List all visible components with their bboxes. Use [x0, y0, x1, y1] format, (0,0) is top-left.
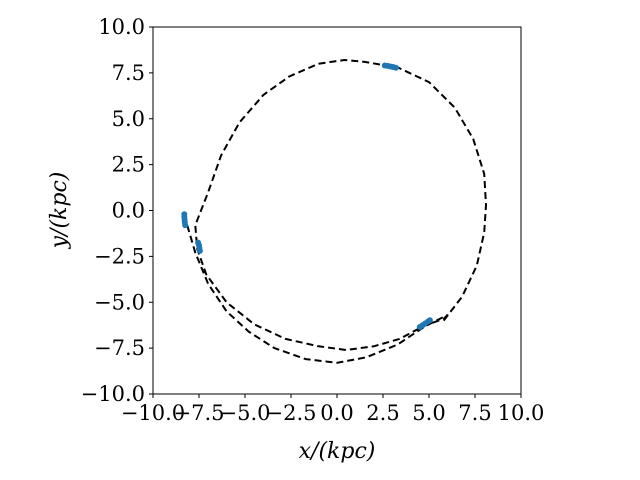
- plot-area: [181, 59, 487, 364]
- y-axis-label: y/(kpc): [47, 172, 72, 250]
- y-tick-label: 7.5: [112, 61, 145, 85]
- y-tick-label: 10.0: [98, 15, 145, 39]
- scatter-point-cluster-1-5: [392, 64, 399, 71]
- scatter-point-cluster-4-5: [426, 317, 433, 324]
- x-tick-label: −2.5: [266, 401, 317, 425]
- x-tick-label: 5.0: [412, 401, 445, 425]
- x-tick-label: 2.5: [366, 401, 399, 425]
- y-tick-label: −7.5: [94, 336, 145, 360]
- x-tick-label: −7.5: [174, 401, 225, 425]
- x-tick-label: 10.0: [498, 401, 545, 425]
- axes-frame: [152, 26, 522, 395]
- y-tick-label: 5.0: [112, 107, 145, 131]
- scatter-point-cluster-3-4: [196, 247, 203, 254]
- x-tick-label: 7.5: [458, 401, 491, 425]
- x-tick-label: −10.0: [121, 401, 185, 425]
- axes-ticks: −10.0−7.5−5.0−2.5 0.0 2.5 5.0 7.5 10.0−10.0−7…: [81, 15, 545, 425]
- x-axis-label: x/(kpc): [299, 439, 376, 464]
- scatter-point-cluster-2-5: [182, 222, 189, 229]
- y-tick-label: 2.5: [112, 153, 145, 177]
- y-tick-label: −10.0: [81, 382, 145, 406]
- orbit-path-line: [185, 59, 487, 364]
- y-tick-label: −5.0: [94, 290, 145, 314]
- y-tick-label: −2.5: [94, 244, 145, 268]
- x-tick-label: −5.0: [220, 401, 271, 425]
- x-tick-label: 0.0: [320, 401, 353, 425]
- y-tick-label: 0.0: [112, 199, 145, 223]
